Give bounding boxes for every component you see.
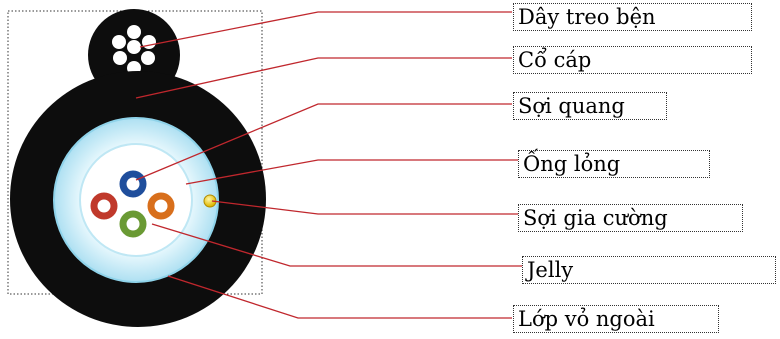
label-day-treo-ben: Dây treo bện [513,3,752,31]
label-co-cap: Cổ cáp [513,46,752,74]
label-ong-long: Ống lỏng [518,150,710,178]
label-lop-vo-ngoai: Lớp vỏ ngoài [513,305,719,333]
fiber-orange [147,192,175,220]
label-jelly: Jelly [522,256,776,284]
leader-co-cap [135,57,512,99]
leader-ong-long [185,159,518,185]
optical-fibers [90,170,175,238]
fiber-red [90,192,118,220]
leader-jelly [151,223,522,267]
fiber-green [119,210,147,238]
label-soi-quang: Sợi quang [513,92,667,120]
label-soi-gia-cuong: Sợi gia cường [518,204,743,232]
fiber-blue [119,170,147,198]
leader-lop-vo-ngoai [167,275,512,319]
leader-lines [135,11,522,319]
cable-body [10,71,266,327]
leader-soi-gia-cuong [211,200,518,215]
leader-day-treo-ben [139,11,512,48]
leader-soi-quang [135,103,512,181]
